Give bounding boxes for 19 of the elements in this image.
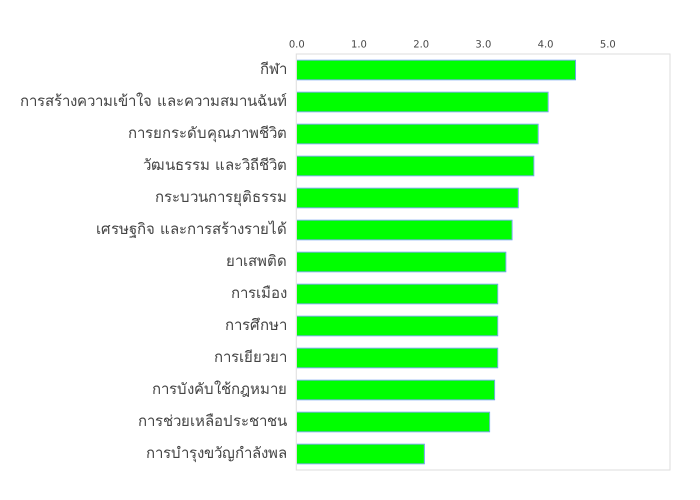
- x-tick-label: 3.0: [475, 40, 492, 51]
- y-tick-label: การบำรุงขวัญกำลังพล: [146, 444, 287, 463]
- y-tick-label: การเมือง: [230, 284, 287, 302]
- y-tick-label: การบังคับใช้กฎหมาย: [152, 380, 287, 398]
- y-tick-label: การยกระดับคุณภาพชีวิต: [128, 124, 287, 143]
- y-tick-label: เศรษฐกิจ และการสร้างรายได้: [96, 220, 287, 238]
- x-tick-label: 2.0: [413, 40, 430, 51]
- x-tick-label: 0.0: [288, 40, 305, 51]
- y-tick-label: วัฒนธรรม และวิถีชีวิต: [142, 156, 287, 174]
- y-tick-label: การช่วยเหลือประชาชน: [138, 412, 287, 430]
- y-tick-label: ยาเสพติด: [226, 252, 287, 270]
- x-tick-label: 4.0: [538, 40, 554, 51]
- y-tick-label: กระบวนการยุติธรรม: [154, 188, 287, 207]
- y-tick-label: กีฬา: [260, 60, 287, 78]
- x-tick-label: 1.0: [351, 40, 367, 51]
- x-tick-label: 5.0: [600, 40, 616, 51]
- y-tick-label: การสร้างความเข้าใจ และความสมานฉันท์: [20, 92, 287, 110]
- y-tick-label: การเยียวยา: [214, 348, 287, 366]
- y-tick-label: การศึกษา: [224, 316, 287, 334]
